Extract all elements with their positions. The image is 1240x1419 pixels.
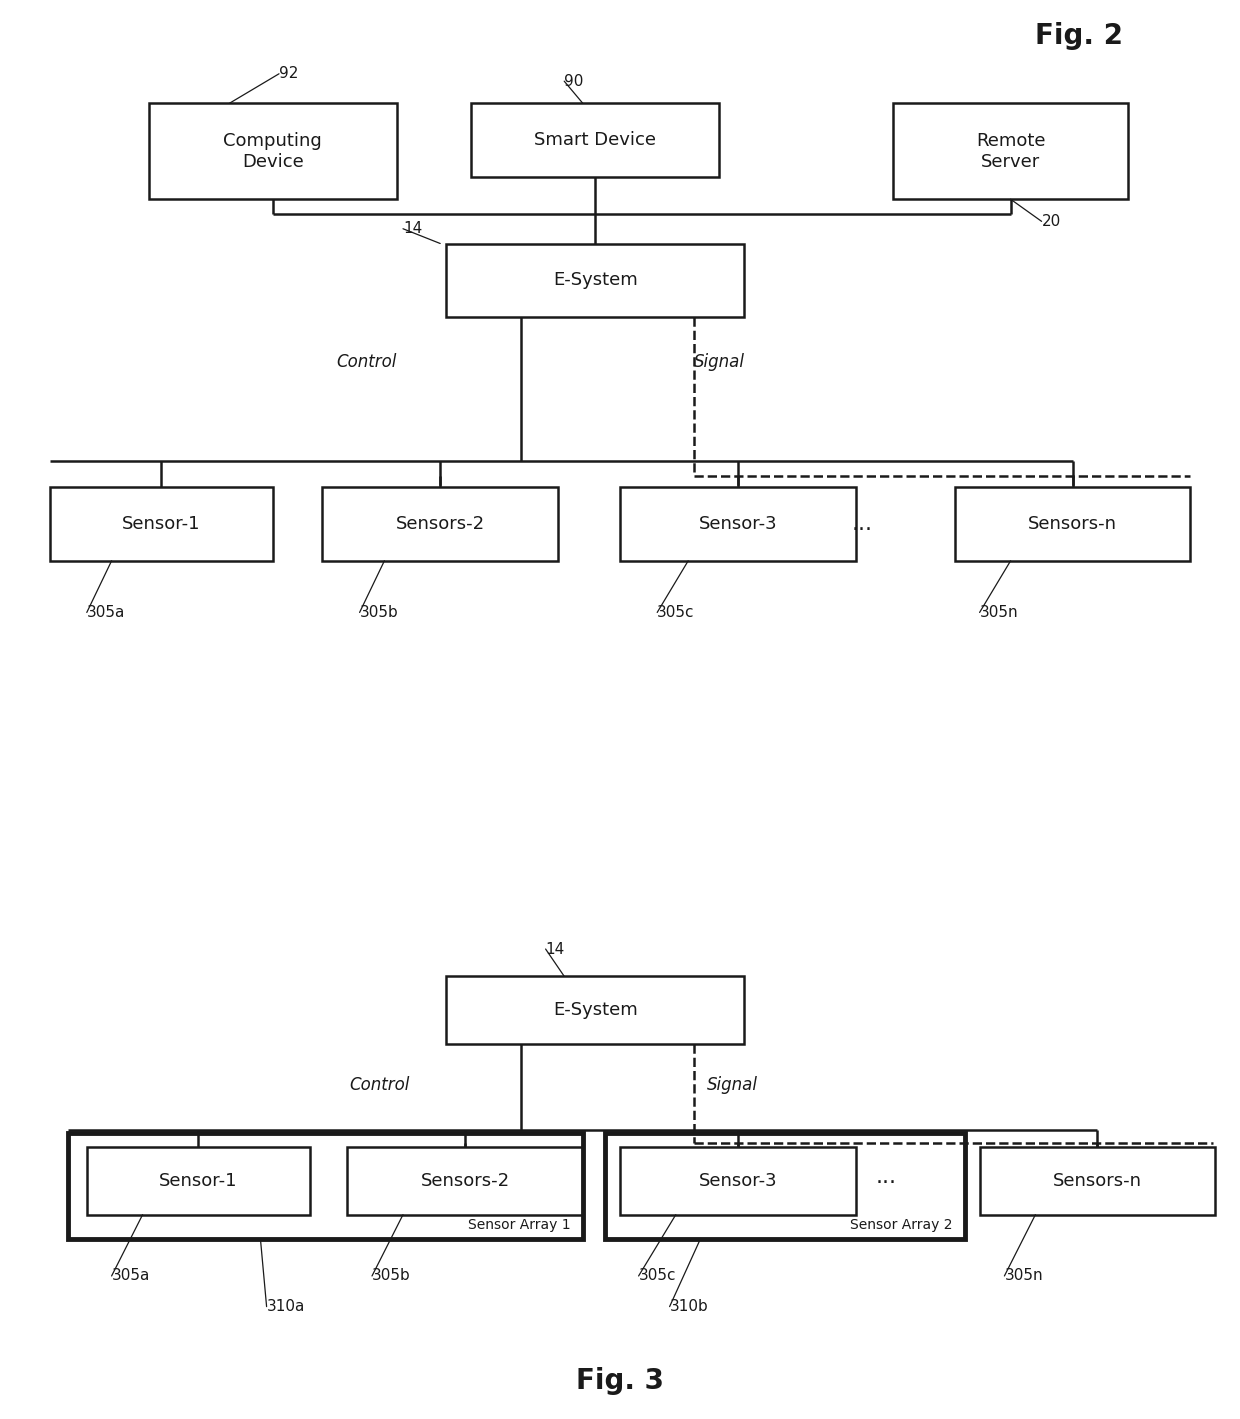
Text: 305c: 305c xyxy=(657,604,694,620)
Text: 310a: 310a xyxy=(267,1300,305,1314)
Text: ...: ... xyxy=(877,1168,897,1188)
FancyBboxPatch shape xyxy=(347,1147,583,1215)
Text: E-System: E-System xyxy=(553,271,637,289)
Text: Control: Control xyxy=(336,352,397,370)
Text: 305b: 305b xyxy=(372,1269,410,1283)
Text: 305n: 305n xyxy=(1004,1269,1043,1283)
Text: Sensor Array 1: Sensor Array 1 xyxy=(467,1218,570,1232)
Text: Sensors-2: Sensors-2 xyxy=(396,515,485,534)
Text: ...: ... xyxy=(852,514,872,534)
FancyBboxPatch shape xyxy=(87,1147,310,1215)
Text: 305a: 305a xyxy=(112,1269,150,1283)
Text: Sensors-n: Sensors-n xyxy=(1053,1172,1142,1189)
FancyBboxPatch shape xyxy=(471,104,719,177)
Text: Sensor-1: Sensor-1 xyxy=(159,1172,238,1189)
Text: 305n: 305n xyxy=(980,604,1018,620)
Text: Computing
Device: Computing Device xyxy=(223,132,322,170)
FancyBboxPatch shape xyxy=(50,487,273,561)
Text: Fig. 3: Fig. 3 xyxy=(577,1366,663,1395)
FancyBboxPatch shape xyxy=(980,1147,1215,1215)
Text: Sensors-2: Sensors-2 xyxy=(420,1172,510,1189)
FancyBboxPatch shape xyxy=(446,244,744,318)
Text: Sensor-3: Sensor-3 xyxy=(698,515,777,534)
Text: 305b: 305b xyxy=(360,604,398,620)
FancyBboxPatch shape xyxy=(620,487,856,561)
Text: 20: 20 xyxy=(1042,214,1061,228)
FancyBboxPatch shape xyxy=(149,104,397,199)
Text: 14: 14 xyxy=(403,221,423,236)
Text: Sensor Array 2: Sensor Array 2 xyxy=(849,1218,952,1232)
Text: 310b: 310b xyxy=(670,1300,708,1314)
Text: 92: 92 xyxy=(279,67,299,81)
FancyBboxPatch shape xyxy=(620,1147,856,1215)
Text: 90: 90 xyxy=(564,74,584,88)
FancyBboxPatch shape xyxy=(446,976,744,1044)
Text: E-System: E-System xyxy=(553,1002,637,1019)
Text: Signal: Signal xyxy=(694,352,745,370)
FancyBboxPatch shape xyxy=(893,104,1128,199)
FancyBboxPatch shape xyxy=(322,487,558,561)
FancyBboxPatch shape xyxy=(955,487,1190,561)
Text: Sensors-n: Sensors-n xyxy=(1028,515,1117,534)
Text: Fig. 2: Fig. 2 xyxy=(1035,23,1122,50)
Text: Sensor-1: Sensor-1 xyxy=(122,515,201,534)
Text: 305a: 305a xyxy=(87,604,125,620)
Text: 305c: 305c xyxy=(639,1269,676,1283)
Text: Signal: Signal xyxy=(707,1076,758,1094)
Text: Smart Device: Smart Device xyxy=(534,131,656,149)
Text: Control: Control xyxy=(348,1076,409,1094)
Text: Remote
Server: Remote Server xyxy=(976,132,1045,170)
Text: Sensor-3: Sensor-3 xyxy=(698,1172,777,1189)
Text: 14: 14 xyxy=(546,942,565,956)
